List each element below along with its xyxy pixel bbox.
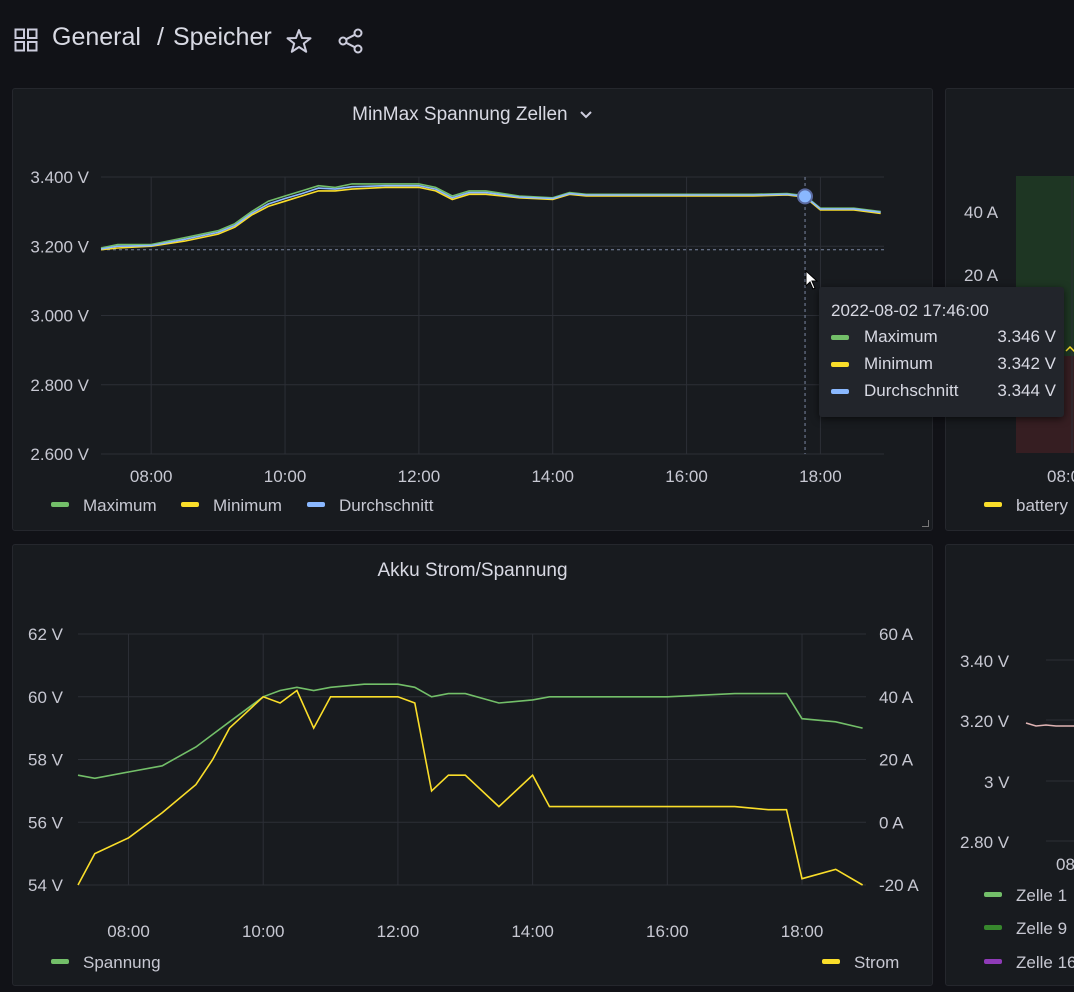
x-tick-label: 14:00 (511, 922, 554, 941)
legend-label-zelle-1: Zelle 1 (1016, 886, 1067, 905)
legend-label-battery: battery (1016, 496, 1068, 515)
minmax-chart[interactable]: 08:00 10:00 12:00 14:00 16:00 18:00 3.400 V 3.2… (13, 89, 933, 531)
panel-zellen[interactable]: 3.40 V 3.20 V 3 V 2.80 V 08 Zelle 1 Zell… (945, 544, 1074, 986)
breadcrumb-separator: / (157, 23, 164, 51)
legend-label: Minimum (213, 496, 282, 515)
legend-label-zelle-16: Zelle 16 (1016, 953, 1074, 972)
panel-title-text[interactable]: Akku Strom/Spannung (377, 560, 568, 581)
tooltip-series-name: Minimum (864, 354, 933, 373)
tooltip-swatch (831, 389, 849, 394)
panel-title[interactable]: Akku Strom/Spannung (13, 560, 932, 582)
tooltip-row: Durchschnitt 3.344 V (831, 381, 1056, 403)
legend-label: Spannung (83, 953, 161, 972)
legend-swatch (181, 502, 199, 507)
y-tick: 40 A (964, 203, 999, 222)
x-tick-label: 10:00 (242, 922, 285, 941)
x-tick-label: 12:00 (398, 467, 441, 486)
panel-akku-strom-spannung[interactable]: Akku Strom/Spannung 08:00 10:00 12:00 14:00… (12, 544, 933, 986)
page-title: Speicher (173, 23, 272, 51)
y-tick: 3.40 V (960, 652, 1010, 671)
series-line-strom (77, 689, 864, 886)
y-tick-label: 3.200 V (30, 237, 89, 256)
x-tick-label: 16:00 (665, 467, 708, 486)
legend-swatch-zelle-9 (984, 925, 1002, 930)
x-tick-label: 12:00 (377, 922, 420, 941)
y-tick: 2.80 V (960, 833, 1010, 852)
x-tick: 08 (1056, 855, 1074, 874)
legend-swatch (51, 502, 69, 507)
tooltip-swatch (831, 335, 849, 340)
chevron-down-icon[interactable] (579, 110, 593, 120)
hover-point (797, 188, 814, 205)
x-tick-label: 14:00 (531, 467, 574, 486)
y-tick-label-right: 40 A (879, 688, 914, 707)
series-line-spannung (77, 683, 863, 780)
y-tick-label: 3.400 V (30, 168, 89, 187)
legend-swatch-battery (984, 502, 1002, 507)
tooltip-series-name: Durchschnitt (864, 381, 959, 400)
x-tick-label: 08:00 (130, 467, 173, 486)
x-tick-label: 16:00 (646, 922, 689, 941)
tooltip-row: Maximum 3.346 V (831, 327, 1056, 349)
zellen-series-line (1025, 722, 1074, 727)
y-tick-label-right: 60 A (879, 625, 914, 644)
x-tick-label: 10:00 (264, 467, 307, 486)
battery-series-line (1065, 345, 1074, 353)
x-tick-label: 08:00 (107, 922, 150, 941)
y-tick-label-left: 54 V (28, 876, 64, 895)
panel-minmax-spannung[interactable]: MinMax Spannung Zellen 08:00 10:00 12:00 14… (12, 88, 933, 531)
legend-swatch-zelle-16 (984, 959, 1002, 964)
y-tick-label-right: -20 A (879, 876, 919, 895)
tooltip-series-name: Maximum (864, 327, 938, 346)
legend-swatch-zelle-1 (984, 892, 1002, 897)
legend-label-zelle-9: Zelle 9 (1016, 919, 1067, 938)
y-tick-label-left: 60 V (28, 688, 64, 707)
x-tick-label: 18:00 (781, 922, 824, 941)
y-tick-label-right: 0 A (879, 813, 904, 832)
breadcrumb-folder[interactable]: General (52, 23, 141, 51)
tooltip-series-value: 3.346 V (997, 327, 1056, 346)
share-icon[interactable] (337, 27, 365, 55)
tooltip-series-value: 3.344 V (997, 381, 1056, 400)
grid-icon[interactable] (14, 28, 38, 52)
series-line-durchschnitt (100, 184, 881, 250)
top-bar: General / Speicher (0, 0, 1074, 80)
x-tick: 08:0 (1047, 467, 1074, 486)
y-tick-label: 2.600 V (30, 445, 89, 464)
tooltip-row: Minimum 3.342 V (831, 354, 1056, 376)
y-tick-label-left: 56 V (28, 813, 64, 832)
legend-label: Durchschnitt (339, 496, 434, 515)
legend-swatch (51, 959, 69, 964)
legend-swatch (307, 502, 325, 507)
akku-chart[interactable]: 08:00 10:00 12:00 14:00 16:00 18:00 62 V 60 V 58… (13, 545, 933, 986)
y-tick-label-left: 62 V (28, 625, 64, 644)
y-tick-label-left: 58 V (28, 751, 64, 770)
x-tick-label: 18:00 (799, 467, 842, 486)
legend-swatch (822, 959, 840, 964)
resize-handle-icon[interactable] (922, 520, 929, 527)
zellen-chart[interactable]: 3.40 V 3.20 V 3 V 2.80 V 08 Zelle 1 Zell… (946, 545, 1074, 986)
tooltip-series-value: 3.342 V (997, 354, 1056, 373)
series-line-minimum (100, 186, 881, 251)
panel-title[interactable]: MinMax Spannung Zellen (13, 104, 932, 126)
legend-label: Maximum (83, 496, 157, 515)
panel-title-text[interactable]: MinMax Spannung Zellen (352, 104, 568, 125)
y-tick: 20 A (964, 266, 999, 285)
tooltip-swatch (831, 362, 849, 367)
y-tick-label: 2.800 V (30, 376, 89, 395)
hover-tooltip: 2022-08-02 17:46:00 Maximum 3.346 V Mini… (819, 287, 1064, 417)
y-tick-label-right: 20 A (879, 751, 914, 770)
y-tick: 3.20 V (960, 712, 1010, 731)
tooltip-time: 2022-08-02 17:46:00 (831, 301, 989, 320)
mouse-pointer-icon (805, 270, 819, 290)
star-icon[interactable] (285, 27, 313, 55)
y-tick-label: 3.000 V (30, 307, 89, 326)
y-tick: 3 V (984, 773, 1010, 792)
legend-label: Strom (854, 953, 899, 972)
